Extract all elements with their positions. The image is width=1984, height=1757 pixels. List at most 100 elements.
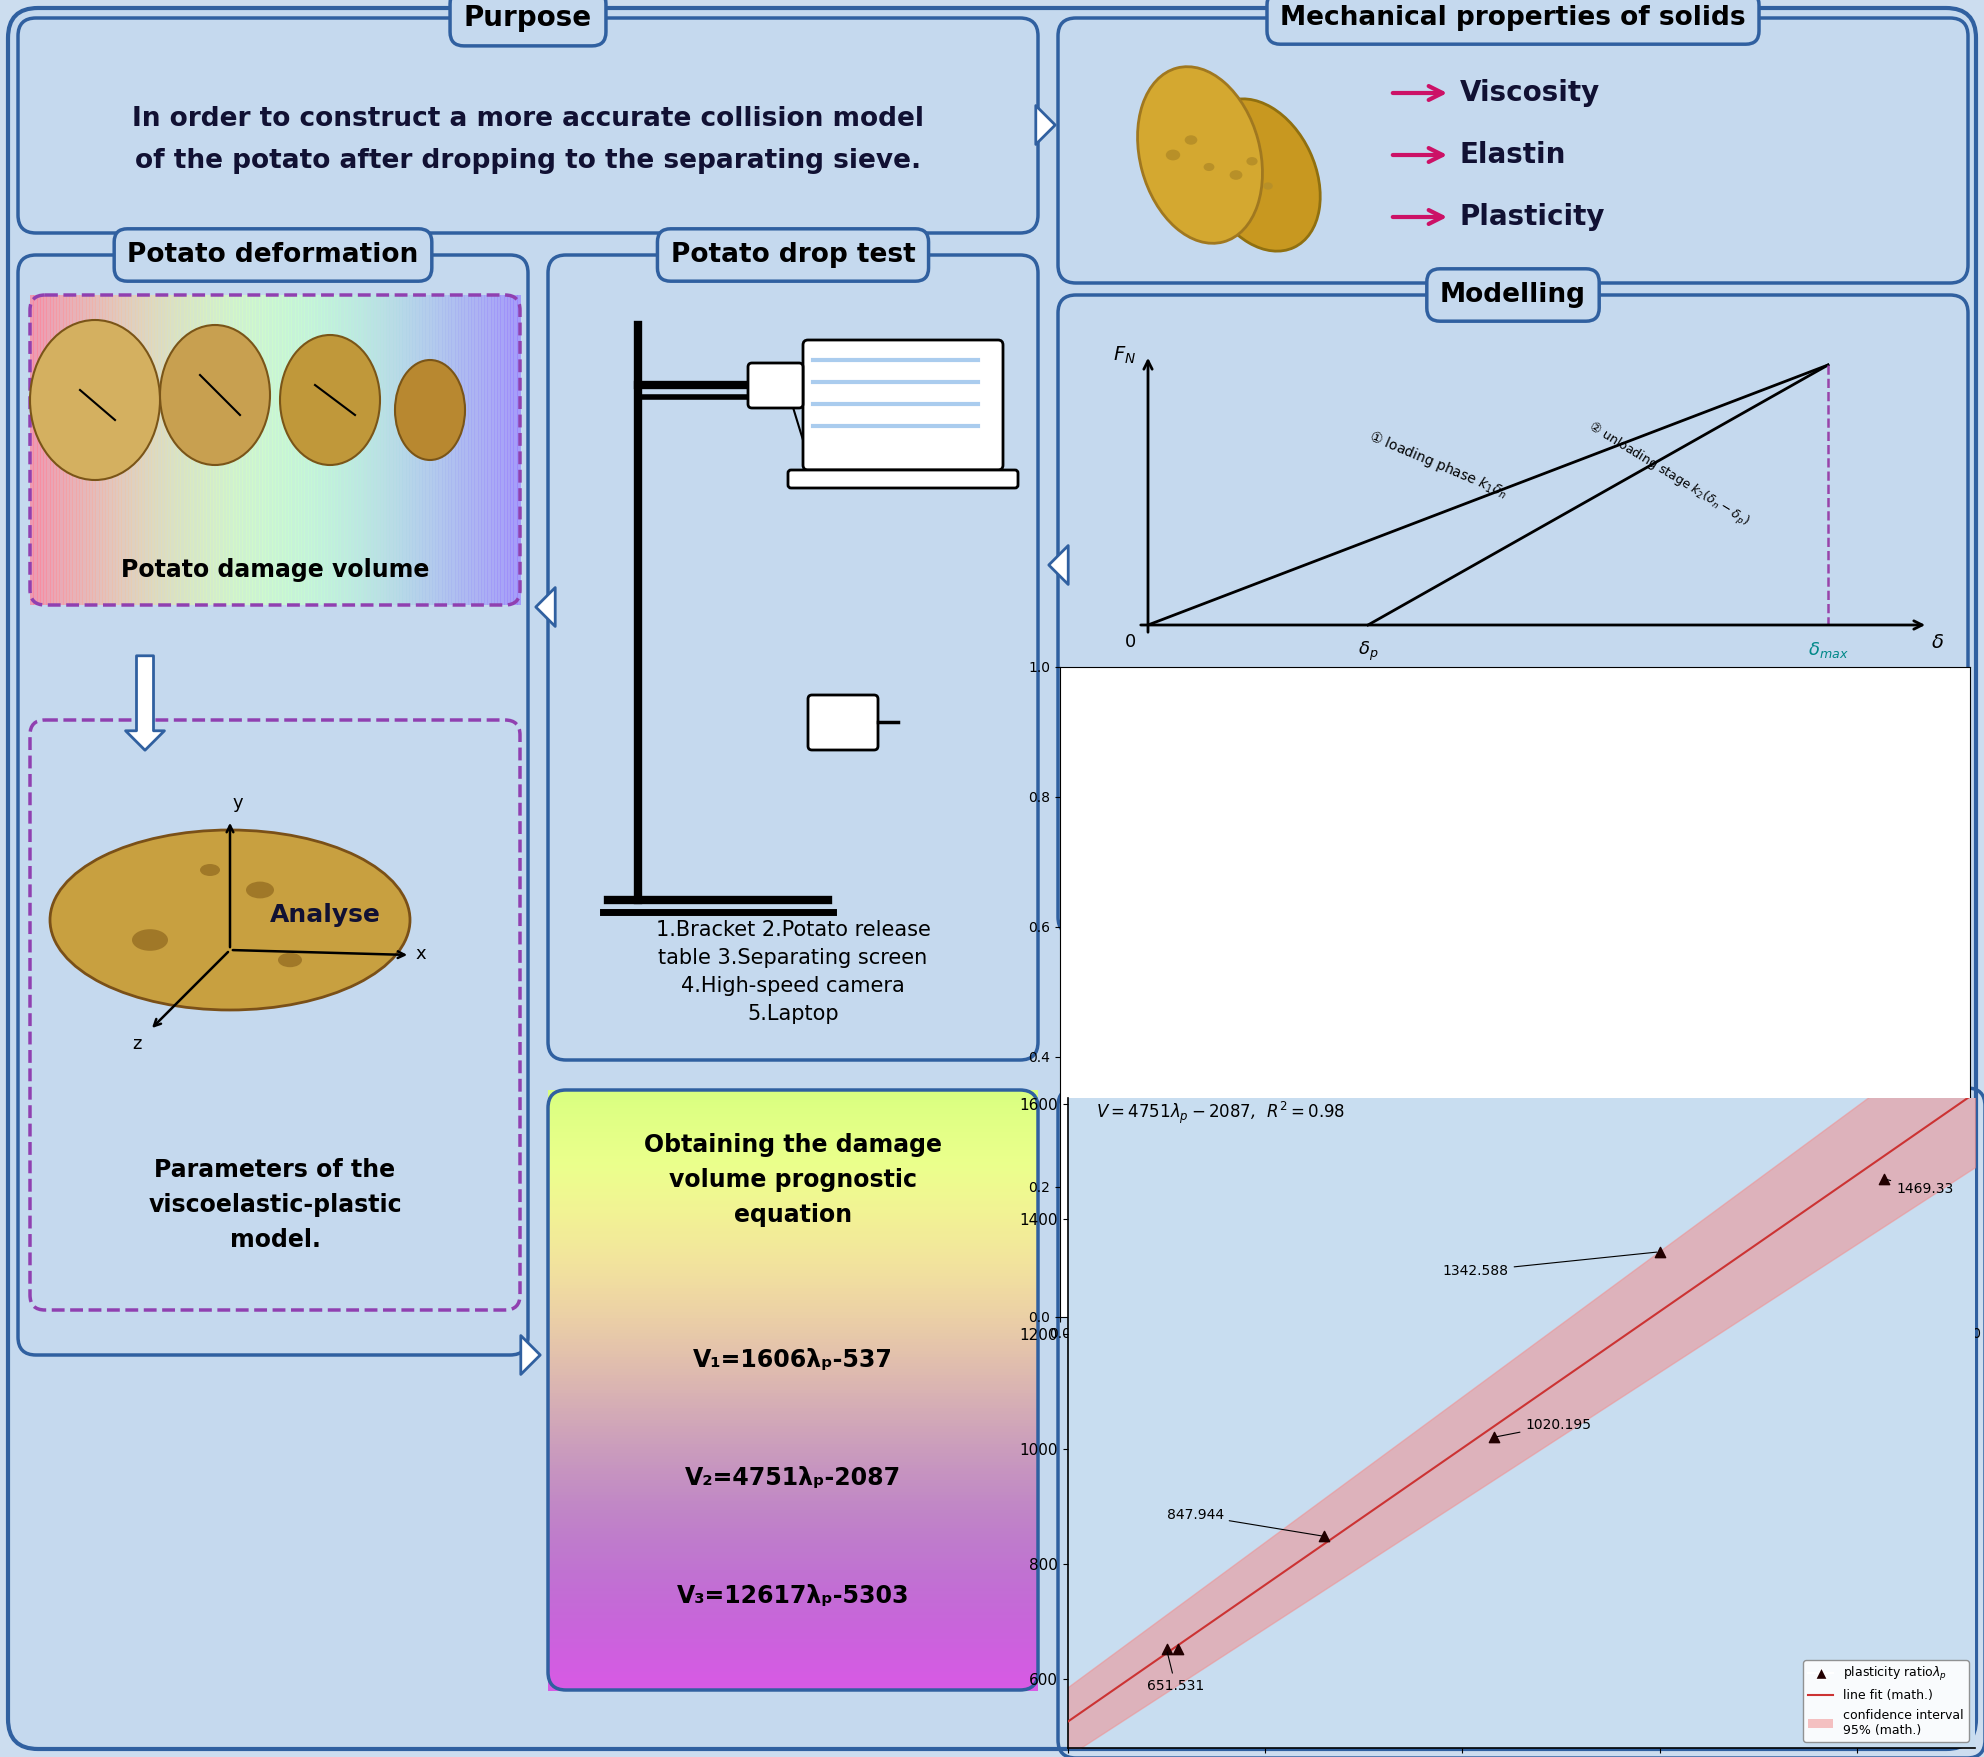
Bar	[1764, 675, 1770, 915]
Bar	[548, 1335, 1038, 1341]
Bar	[548, 1520, 1038, 1523]
Bar	[1746, 675, 1752, 915]
Bar	[548, 1369, 1038, 1372]
Bar	[1698, 675, 1702, 915]
Bar	[548, 1304, 1038, 1307]
Bar	[1153, 675, 1157, 915]
Bar	[333, 295, 337, 604]
Bar	[1421, 675, 1426, 915]
Bar	[226, 295, 230, 604]
Bar	[165, 295, 169, 604]
Bar	[433, 295, 436, 604]
FancyBboxPatch shape	[788, 471, 1018, 488]
Bar	[548, 1522, 1038, 1527]
Bar	[548, 1216, 1038, 1219]
Bar	[548, 1397, 1038, 1400]
Bar	[548, 1444, 1038, 1448]
Bar	[548, 1516, 1038, 1520]
Bar	[1280, 675, 1286, 915]
Bar	[1125, 675, 1131, 915]
Bar	[548, 1420, 1038, 1423]
Bar	[1623, 675, 1629, 915]
Bar	[548, 1492, 1038, 1495]
Bar	[548, 1283, 1038, 1286]
Ellipse shape	[50, 829, 411, 1010]
Bar	[548, 1365, 1038, 1370]
Bar	[1649, 675, 1655, 915]
Bar	[548, 1441, 1038, 1444]
Bar	[1165, 675, 1171, 915]
Bar	[1091, 675, 1095, 915]
Bar	[548, 1539, 1038, 1544]
Bar	[548, 1623, 1038, 1629]
Bar	[548, 1204, 1038, 1209]
Bar	[1077, 675, 1083, 915]
Bar	[548, 1393, 1038, 1397]
Text: Potato damage volume: Potato damage volume	[121, 559, 429, 582]
Bar	[548, 1191, 1038, 1197]
Bar	[548, 1207, 1038, 1211]
Bar	[548, 1284, 1038, 1290]
line fit (math.)	[1111, 1673, 1135, 1694]
Bar	[232, 295, 236, 604]
Bar	[548, 1132, 1038, 1137]
plasticity ratio$\lambda_p$	[1478, 1423, 1510, 1451]
Bar	[1518, 675, 1524, 915]
Bar	[548, 1416, 1038, 1421]
Bar	[331, 295, 335, 604]
Bar	[548, 1437, 1038, 1442]
Bar	[1922, 675, 1928, 915]
Bar	[548, 1435, 1038, 1439]
Bar	[1367, 675, 1373, 915]
Bar	[236, 295, 240, 604]
Bar	[548, 1450, 1038, 1455]
Bar	[119, 295, 123, 604]
Bar	[294, 295, 300, 604]
Bar	[1363, 675, 1369, 915]
Bar	[488, 295, 492, 604]
Bar	[548, 1372, 1038, 1376]
Bar	[548, 1645, 1038, 1650]
Bar	[548, 1636, 1038, 1639]
Bar	[548, 1537, 1038, 1541]
Bar	[548, 1427, 1038, 1430]
Bar	[548, 1089, 1038, 1095]
FancyBboxPatch shape	[30, 720, 520, 1311]
Bar	[548, 1509, 1038, 1515]
Bar	[389, 295, 393, 604]
Bar	[548, 1648, 1038, 1652]
Bar	[548, 1606, 1038, 1609]
Bar	[1302, 675, 1307, 915]
Bar	[548, 1653, 1038, 1659]
Bar	[548, 1160, 1038, 1163]
Bar	[1883, 675, 1889, 915]
line fit (math.)	[1055, 1711, 1079, 1732]
Bar	[186, 295, 190, 604]
Bar	[548, 1594, 1038, 1599]
Bar	[321, 295, 325, 604]
Bar	[1702, 675, 1708, 915]
FancyBboxPatch shape	[748, 364, 804, 408]
Bar	[548, 1687, 1038, 1690]
Bar	[548, 1513, 1038, 1516]
Bar	[548, 1643, 1038, 1646]
Bar	[282, 295, 286, 604]
Bar	[548, 1597, 1038, 1601]
Bar	[1345, 675, 1351, 915]
Bar	[1327, 675, 1333, 915]
Bar	[1464, 675, 1470, 915]
Bar	[548, 1135, 1038, 1139]
plasticity ratio$\lambda_p$	[1643, 1237, 1674, 1265]
Bar	[1857, 675, 1861, 915]
Text: $\delta_{max}$: $\delta_{max}$	[1807, 640, 1849, 661]
Bar	[548, 1139, 1038, 1142]
Bar	[548, 1195, 1038, 1198]
Bar	[157, 295, 161, 604]
Bar	[1605, 675, 1611, 915]
Bar	[167, 295, 171, 604]
Text: Mechanical properties of solids: Mechanical properties of solids	[1280, 5, 1746, 32]
Bar	[1593, 675, 1597, 915]
Bar	[548, 1325, 1038, 1328]
Bar	[1452, 675, 1456, 915]
Text: Analyse: Analyse	[270, 903, 381, 928]
